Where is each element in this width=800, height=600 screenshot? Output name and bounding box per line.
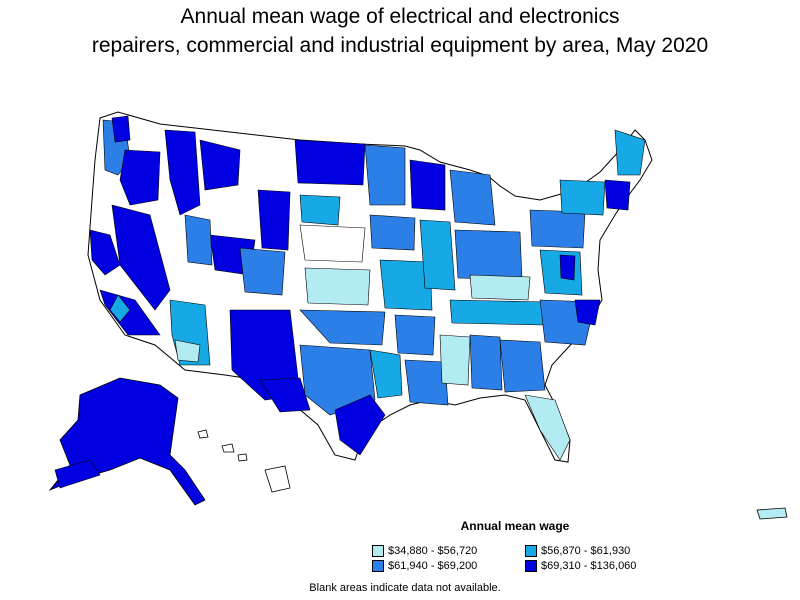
region-minnesota xyxy=(364,144,406,206)
region-oregon-east xyxy=(119,149,161,206)
legend-label-2: $56,870 - $61,930 xyxy=(541,545,631,557)
legend-item-3: $61,940 - $69,200 xyxy=(372,559,477,573)
region-new-york xyxy=(559,179,606,216)
region-california-central xyxy=(109,294,131,323)
legend-swatch-2 xyxy=(525,545,537,557)
region-new-england xyxy=(604,179,631,211)
region-pennsylvania xyxy=(529,209,586,249)
region-wyoming-east xyxy=(257,189,291,251)
title-line-2: repairers, commercial and industrial equ… xyxy=(91,34,709,57)
region-mississippi xyxy=(439,334,471,386)
legend-label-4: $69,310 - $136,060 xyxy=(541,560,637,572)
region-nevada xyxy=(111,204,171,311)
region-missouri xyxy=(379,259,433,311)
region-iowa xyxy=(369,214,416,251)
wage-regions xyxy=(89,115,646,461)
legend-item-4: $69,310 - $136,060 xyxy=(525,559,636,573)
region-arkansas xyxy=(394,314,436,356)
legend-swatch-3 xyxy=(372,560,384,572)
region-utah xyxy=(184,214,213,266)
map-title: Annual mean wage of electrical and elect… xyxy=(0,2,800,60)
legend-item-1: $34,880 - $56,720 xyxy=(372,544,477,558)
region-texas-west xyxy=(259,377,311,413)
data-note: Blank areas indicate data not available. xyxy=(309,582,501,594)
region-michigan xyxy=(449,169,496,226)
region-georgia xyxy=(499,339,546,393)
alaska-southwest xyxy=(54,459,101,489)
region-illinois xyxy=(419,219,456,291)
region-florida xyxy=(524,394,571,461)
region-kansas xyxy=(304,267,371,306)
region-montana-west xyxy=(199,139,241,191)
region-nebraska xyxy=(299,224,366,263)
legend-item-2: $56,870 - $61,930 xyxy=(525,544,630,558)
region-colorado xyxy=(239,247,286,296)
region-texas-gulf xyxy=(334,394,386,456)
puerto-rico xyxy=(756,507,788,520)
legend-label-3: $61,940 - $69,200 xyxy=(388,560,478,572)
region-idaho xyxy=(164,129,201,216)
region-nc-coast xyxy=(574,299,601,326)
region-maine xyxy=(614,129,646,176)
region-oklahoma xyxy=(299,309,386,346)
region-seattle xyxy=(111,115,131,143)
region-tennessee xyxy=(449,299,546,326)
legend-swatch-1 xyxy=(372,545,384,557)
legend-title: Annual mean wage xyxy=(460,519,570,533)
region-california-north xyxy=(89,229,121,276)
region-north-dakota xyxy=(294,139,366,186)
region-louisiana xyxy=(404,359,449,406)
region-wisconsin xyxy=(409,159,446,211)
region-alabama xyxy=(469,334,503,391)
region-texas-east xyxy=(369,349,403,399)
alaska xyxy=(48,377,206,506)
hawaii xyxy=(197,429,291,493)
region-south-dakota xyxy=(299,194,341,226)
legend-swatch-4 xyxy=(525,560,537,572)
region-arizona-south xyxy=(174,339,201,363)
title-line-1: Annual mean wage of electrical and elect… xyxy=(180,5,620,28)
legend-label-1: $34,880 - $56,720 xyxy=(388,545,478,557)
region-dc-md xyxy=(559,254,576,281)
region-indiana-ohio xyxy=(454,229,523,281)
region-kentucky xyxy=(469,274,531,301)
